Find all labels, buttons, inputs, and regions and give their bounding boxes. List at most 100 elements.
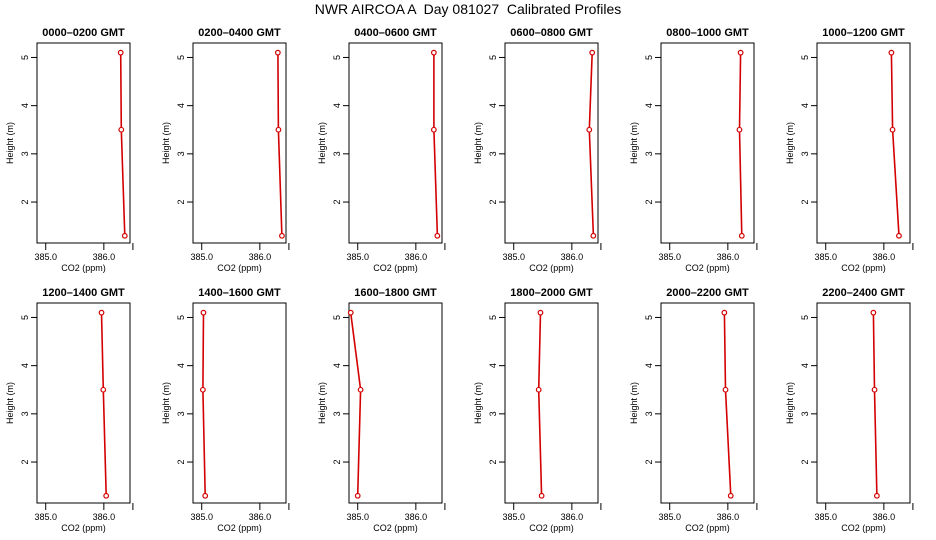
data-point — [535, 386, 542, 393]
plot-frame — [660, 302, 755, 504]
series-line — [100, 312, 107, 496]
x-tick-label: 385.0 — [34, 252, 57, 262]
chart-panel: 0600–0800 GMT 385.0 386.0 2 3 4 5 CO2 (ppm) Heig… — [473, 27, 602, 273]
x-axis-label: CO2 (ppm) — [841, 263, 886, 273]
plot-frame — [36, 42, 131, 244]
x-tick-label: 386.0 — [717, 252, 740, 262]
plot-frame — [660, 42, 755, 244]
x-tick-label: 385.0 — [502, 512, 525, 522]
y-tick-label: 5 — [176, 315, 186, 320]
y-axis-label: Height (m) — [473, 122, 483, 164]
y-tick-label: 3 — [644, 411, 654, 416]
data-point — [98, 309, 105, 316]
panel-title: 1600–1800 GMT — [354, 287, 437, 299]
chart-panel: 1600–1800 GMT 385.0 386.0 2 3 4 5 CO2 (ppm) Heig… — [317, 287, 446, 533]
chart-panel: 1800–2000 GMT 385.0 386.0 2 3 4 5 CO2 (ppm) Heig… — [473, 287, 602, 533]
y-axis-label: Height (m) — [317, 382, 327, 424]
y-tick-label: 5 — [644, 55, 654, 60]
x-tick-label: 386.0 — [717, 512, 740, 522]
y-tick-label: 3 — [488, 411, 498, 416]
y-tick-label: 2 — [488, 460, 498, 465]
plot-frame — [192, 302, 287, 504]
data-point — [430, 49, 437, 56]
data-point — [871, 386, 878, 393]
y-axis-label: Height (m) — [161, 382, 171, 424]
chart-panel: 1200–1400 GMT 385.0 386.0 2 3 4 5 CO2 (ppm) Heig… — [5, 287, 134, 533]
y-tick-label: 5 — [332, 55, 342, 60]
chart-panel: 1000–1200 GMT 385.0 386.0 2 3 4 5 CO2 (ppm) Heig… — [785, 27, 914, 273]
series-line — [202, 312, 206, 496]
data-point — [347, 309, 354, 316]
x-tick-label: 386.0 — [561, 512, 584, 522]
data-point — [117, 49, 124, 56]
data-point — [727, 492, 734, 499]
x-tick-label: 385.0 — [190, 252, 213, 262]
y-tick-label: 5 — [644, 315, 654, 320]
data-point — [357, 386, 364, 393]
y-tick-label: 4 — [488, 363, 498, 368]
panel-title: 0000–0200 GMT — [42, 27, 125, 39]
data-point — [721, 309, 728, 316]
y-tick-label: 5 — [800, 315, 810, 320]
y-tick-label: 3 — [488, 151, 498, 156]
figure-title: NWR AIRCOA A Day 081027 Calibrated Profi… — [314, 1, 622, 17]
plot-frame — [816, 42, 911, 244]
y-tick-label: 4 — [800, 363, 810, 368]
y-tick-label: 5 — [332, 315, 342, 320]
y-tick-label: 3 — [20, 151, 30, 156]
data-point — [199, 386, 206, 393]
data-point — [434, 232, 441, 239]
y-tick-label: 5 — [20, 315, 30, 320]
y-axis-label: Height (m) — [629, 382, 639, 424]
x-tick-label: 385.0 — [658, 252, 681, 262]
x-axis-label: CO2 (ppm) — [529, 263, 574, 273]
panel-title: 0600–0800 GMT — [510, 27, 593, 39]
x-tick-label: 386.0 — [405, 252, 428, 262]
data-point — [279, 232, 285, 239]
data-point — [354, 492, 361, 499]
y-tick-label: 2 — [800, 200, 810, 205]
y-tick-label: 4 — [332, 103, 342, 108]
y-axis-label: Height (m) — [785, 382, 795, 424]
series-line — [890, 52, 900, 236]
panel-title: 1400–1600 GMT — [198, 287, 281, 299]
chart-panel: 1400–1600 GMT 385.0 386.0 2 3 4 5 CO2 (ppm) Heig… — [161, 287, 290, 533]
panel-title: 2000–2200 GMT — [666, 287, 749, 299]
y-tick-label: 5 — [20, 55, 30, 60]
x-tick-label: 385.0 — [502, 252, 525, 262]
series-line — [277, 52, 283, 236]
y-tick-label: 3 — [800, 151, 810, 156]
y-axis-label: Height (m) — [5, 382, 15, 424]
y-axis-label: Height (m) — [161, 122, 171, 164]
y-tick-label: 5 — [176, 55, 186, 60]
y-axis-label: Height (m) — [785, 122, 795, 164]
data-point — [100, 386, 107, 393]
data-point — [586, 126, 593, 133]
x-tick-label: 385.0 — [34, 512, 57, 522]
x-tick-label: 385.0 — [814, 512, 837, 522]
plot-frame — [504, 42, 599, 244]
y-tick-label: 2 — [332, 200, 342, 205]
data-point — [103, 492, 110, 499]
y-tick-label: 4 — [488, 103, 498, 108]
y-tick-label: 4 — [644, 363, 654, 368]
y-tick-label: 4 — [800, 103, 810, 108]
series-line — [433, 52, 439, 236]
data-point — [896, 232, 902, 239]
panel-title: 0400–0600 GMT — [354, 27, 437, 39]
chart-panel: 0000–0200 GMT 385.0 386.0 2 3 4 5 CO2 (ppm) Heig… — [5, 27, 134, 273]
x-tick-label: 385.0 — [346, 252, 369, 262]
data-point — [121, 232, 128, 239]
y-tick-label: 2 — [644, 200, 654, 205]
data-point — [589, 49, 596, 56]
data-point — [200, 309, 207, 316]
x-tick-label: 385.0 — [658, 512, 681, 522]
x-axis-label: CO2 (ppm) — [217, 523, 262, 533]
data-point — [870, 309, 877, 316]
series-line — [738, 52, 743, 236]
y-axis-label: Height (m) — [317, 122, 327, 164]
x-tick-label: 386.0 — [93, 252, 116, 262]
plot-frame — [348, 302, 443, 504]
